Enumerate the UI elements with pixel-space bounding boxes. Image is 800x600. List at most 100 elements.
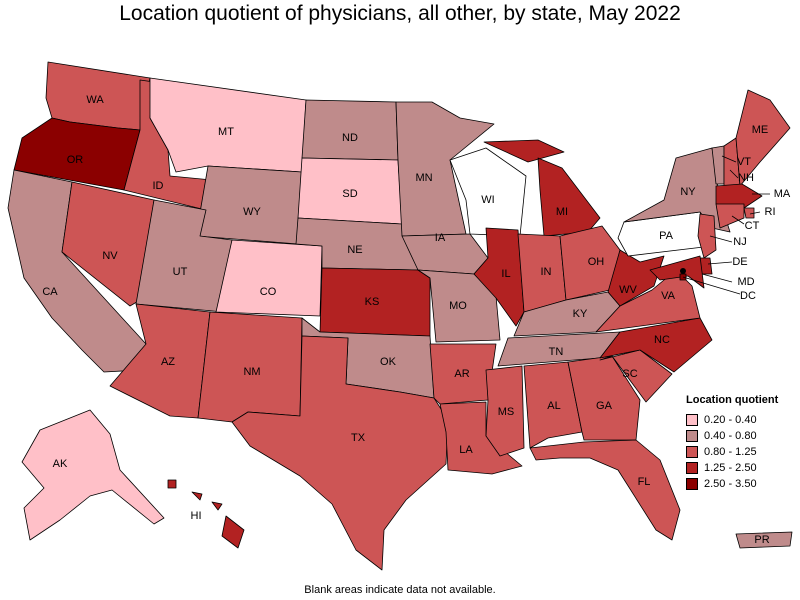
state-label-nj: NJ bbox=[733, 236, 746, 248]
state-tx bbox=[231, 335, 449, 571]
state-al bbox=[523, 361, 583, 449]
state-label-nh: NH bbox=[738, 172, 754, 184]
legend: Location quotient 0.20 - 0.40 0.40 - 0.80… bbox=[686, 394, 796, 492]
state-label-md: MD bbox=[737, 276, 754, 288]
state-label-ar: AR bbox=[454, 368, 469, 380]
state-label-ca: CA bbox=[42, 286, 58, 298]
state-label-ak: AK bbox=[53, 458, 68, 470]
legend-swatch bbox=[686, 430, 698, 442]
legend-swatch bbox=[686, 414, 698, 426]
state-label-al: AL bbox=[547, 400, 560, 412]
map-title: Location quotient of physicians, all oth… bbox=[119, 2, 681, 25]
state-md bbox=[649, 255, 705, 289]
leader-line-vt bbox=[721, 155, 737, 163]
leader-line-ri bbox=[749, 211, 761, 215]
legend-label: 0.80 - 1.25 bbox=[704, 446, 757, 458]
state-label-la: LA bbox=[459, 444, 473, 456]
legend-title: Location quotient bbox=[686, 394, 779, 406]
state-pr bbox=[735, 531, 793, 549]
state-label-nv: NV bbox=[102, 250, 118, 262]
legend-item: 0.80 - 1.25 bbox=[686, 444, 796, 460]
state-label-wi: WI bbox=[481, 194, 494, 206]
state-label-hi: HI bbox=[191, 510, 202, 522]
state-label-me: ME bbox=[752, 124, 769, 136]
state-label-pa: PA bbox=[659, 230, 674, 242]
state-ks bbox=[319, 267, 431, 337]
dc-marker bbox=[680, 268, 686, 274]
leader-line-nj bbox=[709, 235, 733, 243]
state-ak bbox=[21, 409, 165, 541]
state-nc bbox=[599, 317, 713, 373]
state-label-ct: CT bbox=[745, 220, 760, 232]
leader-line-dc bbox=[682, 276, 741, 295]
state-ar bbox=[429, 343, 497, 405]
state-label-tn: TN bbox=[549, 346, 564, 358]
state-label-vt: VT bbox=[737, 156, 751, 168]
state-label-mt: MT bbox=[218, 126, 234, 138]
state-label-ia: IA bbox=[435, 232, 446, 244]
state-label-oh: OH bbox=[588, 256, 605, 268]
legend-label: 0.40 - 0.80 bbox=[704, 430, 757, 442]
state-label-in: IN bbox=[541, 266, 552, 278]
state-label-ny: NY bbox=[680, 186, 696, 198]
leader-line-nh bbox=[729, 169, 739, 179]
state-nv bbox=[61, 181, 155, 307]
state-label-ri: RI bbox=[765, 206, 776, 218]
state-label-nd: ND bbox=[342, 132, 358, 144]
state-la bbox=[439, 401, 523, 475]
state-label-ks: KS bbox=[365, 296, 380, 308]
state-ms bbox=[485, 365, 525, 457]
legend-item: 2.50 - 3.50 bbox=[686, 476, 796, 492]
state-label-sc: SC bbox=[622, 368, 637, 380]
state-label-wy: WY bbox=[243, 206, 261, 218]
state-nd bbox=[301, 99, 399, 161]
legend-label: 2.50 - 3.50 bbox=[704, 478, 757, 490]
state-label-ky: KY bbox=[573, 308, 588, 320]
leader-line-ct bbox=[731, 215, 745, 225]
legend-label: 0.20 - 0.40 bbox=[704, 414, 757, 426]
state-wv bbox=[607, 249, 665, 307]
state-nj bbox=[697, 213, 717, 259]
state-ma bbox=[715, 183, 763, 209]
state-fl bbox=[529, 439, 681, 541]
state-label-va: VA bbox=[661, 290, 676, 302]
state-co bbox=[215, 239, 323, 317]
state-ct bbox=[715, 203, 745, 229]
state-label-mo: MO bbox=[449, 300, 467, 312]
state-label-tx: TX bbox=[351, 432, 366, 444]
legend-item: 0.40 - 0.80 bbox=[686, 428, 796, 444]
state-label-or: OR bbox=[67, 154, 84, 166]
legend-swatch bbox=[686, 478, 698, 490]
legend-item: 1.25 - 2.50 bbox=[686, 460, 796, 476]
state-label-wa: WA bbox=[86, 94, 104, 106]
state-label-nc: NC bbox=[654, 334, 670, 346]
footnote: Blank areas indicate data not available. bbox=[304, 584, 496, 596]
state-label-sd: SD bbox=[342, 188, 357, 200]
legend-swatch bbox=[686, 446, 698, 458]
state-label-ok: OK bbox=[380, 356, 397, 368]
state-label-dc: DC bbox=[740, 290, 756, 302]
state-label-id: ID bbox=[153, 180, 164, 192]
state-label-ut: UT bbox=[173, 266, 188, 278]
leader-line-de bbox=[707, 261, 733, 265]
state-label-ma: MA bbox=[774, 188, 791, 200]
legend-item: 0.20 - 0.40 bbox=[686, 412, 796, 428]
state-label-il: IL bbox=[501, 268, 510, 280]
state-label-de: DE bbox=[732, 256, 747, 268]
state-hi bbox=[167, 479, 245, 549]
state-label-az: AZ bbox=[161, 356, 175, 368]
leader-line-md bbox=[701, 273, 733, 283]
state-label-nm: NM bbox=[243, 366, 260, 378]
legend-label: 1.25 - 2.50 bbox=[704, 462, 757, 474]
state-label-mi: MI bbox=[556, 206, 568, 218]
state-label-ms: MS bbox=[498, 406, 515, 418]
legend-swatch bbox=[686, 462, 698, 474]
state-label-pr: PR bbox=[754, 534, 769, 546]
state-label-ne: NE bbox=[347, 244, 362, 256]
state-label-wv: WV bbox=[619, 284, 637, 296]
state-label-mn: MN bbox=[415, 172, 432, 184]
state-label-ga: GA bbox=[596, 400, 613, 412]
state-label-fl: FL bbox=[638, 476, 651, 488]
state-label-co: CO bbox=[260, 286, 277, 298]
